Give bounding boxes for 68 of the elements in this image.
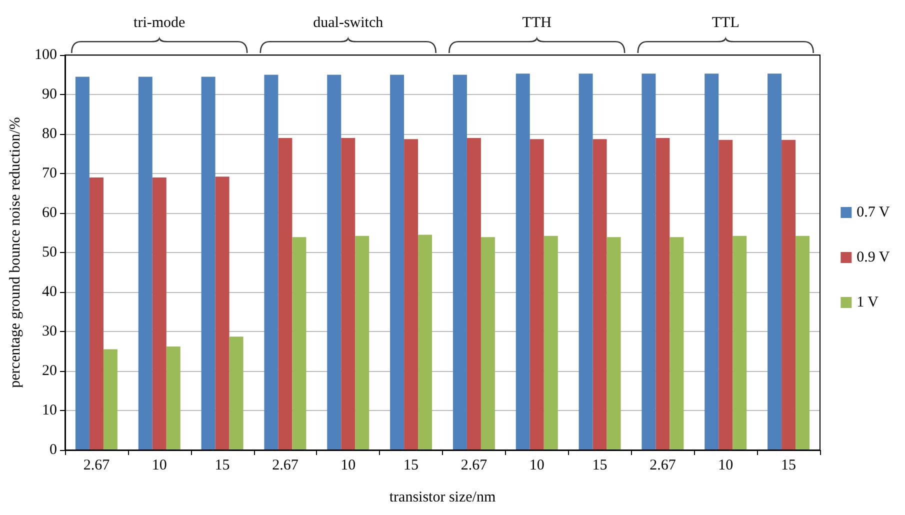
bar <box>796 236 810 450</box>
bar <box>418 234 432 450</box>
x-tick-label: 2.67 <box>460 458 488 474</box>
x-tick-label: 2.67 <box>650 458 676 474</box>
bar <box>75 76 90 450</box>
y-axis-title: percentage ground bounce noise reduction/% <box>8 117 24 388</box>
bar <box>670 237 684 450</box>
y-tick-label: 60 <box>42 205 57 221</box>
bar <box>782 140 796 450</box>
bar <box>390 74 404 450</box>
bar <box>516 74 530 450</box>
x-tick-label: 2.67 <box>83 458 110 474</box>
y-tick-label: 40 <box>42 284 57 300</box>
y-tick-label: 70 <box>42 166 57 182</box>
bar <box>215 176 230 450</box>
bar <box>89 177 104 450</box>
text: tri-mode <box>134 15 186 32</box>
bar <box>480 237 495 450</box>
bar <box>578 74 593 450</box>
y-tick-label: 80 <box>42 126 57 142</box>
bar <box>278 138 292 450</box>
x-tick-label: 2.67 <box>272 458 299 474</box>
bar <box>327 74 342 450</box>
bar <box>732 236 747 450</box>
bar <box>166 346 180 450</box>
bar <box>201 76 216 450</box>
bar <box>355 236 370 450</box>
x-tick-label: 15 <box>592 458 608 474</box>
bar <box>768 74 782 450</box>
y-tick-label: 10 <box>42 402 57 418</box>
bar <box>466 138 481 450</box>
x-tick-label: 10 <box>152 458 167 474</box>
bar <box>606 237 621 450</box>
bar <box>103 349 118 450</box>
bar <box>292 237 306 450</box>
bar <box>452 74 467 450</box>
text: dual-switch <box>313 15 384 32</box>
legend-label: 1 V <box>856 294 879 310</box>
bar <box>404 139 418 450</box>
text: TTH <box>522 15 552 32</box>
bar <box>264 74 278 450</box>
bar <box>544 236 558 450</box>
bar <box>592 139 607 450</box>
y-tick-label: 90 <box>42 86 57 102</box>
bar <box>704 74 719 450</box>
y-tick-label: 20 <box>42 363 57 379</box>
legend-label: 0.9 V <box>856 250 890 266</box>
y-tick-label: 30 <box>42 324 57 340</box>
x-tick-label: 10 <box>529 458 544 474</box>
x-axis-title: transistor size/nm <box>389 490 496 506</box>
legend-label: 0.7 V <box>856 204 890 220</box>
bar <box>530 139 544 450</box>
bar <box>229 336 244 450</box>
y-tick-label: 50 <box>42 244 57 260</box>
bar <box>138 76 152 450</box>
bar <box>642 74 656 450</box>
x-tick-label: 15 <box>214 458 230 474</box>
y-tick-label: 0 <box>50 442 57 458</box>
x-tick-label: 10 <box>340 458 356 474</box>
y-tick-label: 100 <box>34 47 57 63</box>
bar <box>152 177 166 450</box>
bar <box>718 140 733 450</box>
text: TTL <box>712 15 740 32</box>
bar <box>341 138 356 450</box>
x-tick-label: 10 <box>718 458 734 474</box>
x-tick-label: 15 <box>404 458 419 474</box>
x-tick-label: 15 <box>781 458 796 474</box>
bar <box>656 138 670 450</box>
